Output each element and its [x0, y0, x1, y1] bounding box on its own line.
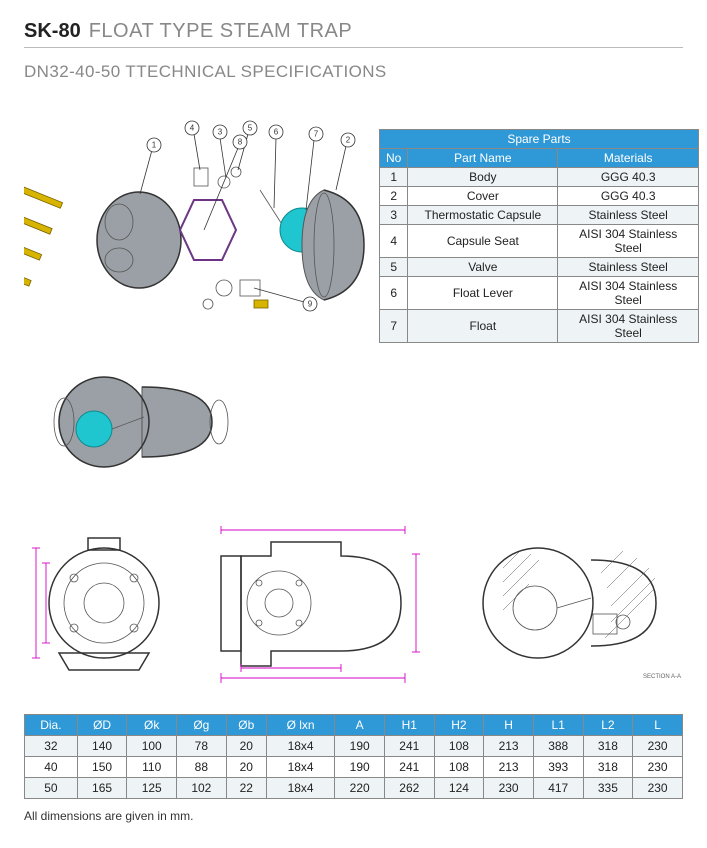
svg-text:6: 6 — [274, 128, 279, 137]
svg-text:3: 3 — [218, 128, 223, 137]
sp-col-no: No — [380, 149, 408, 168]
model-code: SK-80 — [24, 20, 81, 43]
sp-col-part: Part Name — [408, 149, 558, 168]
table-row: 3Thermostatic CapsuleStainless Steel — [380, 206, 699, 225]
table-row: 5ValveStainless Steel — [380, 258, 699, 277]
cutaway-iso-view — [24, 347, 269, 490]
balloon-2: 2 — [336, 133, 355, 190]
exploded-view: 1 2 3 4 5 6 7 8 9 — [24, 90, 369, 343]
orthographic-views: SECTION A-A — [24, 518, 683, 688]
sp-col-mat: Materials — [558, 149, 699, 168]
table-row: 6Float LeverAISI 304 Stainless Steel — [380, 277, 699, 310]
footnote: All dimensions are given in mm. — [24, 809, 683, 823]
table-row: 32140100782018x4190241108213388318230 — [25, 736, 683, 757]
svg-text:SECTION A-A: SECTION A-A — [643, 674, 681, 680]
balloon-3: 3 — [213, 125, 227, 178]
table-row: 1BodyGGG 40.3 — [380, 168, 699, 187]
svg-text:9: 9 — [308, 300, 313, 309]
svg-text:7: 7 — [314, 130, 319, 139]
balloon-8: 8 — [204, 135, 247, 230]
table-row: 501651251022218x4220262124230417335230 — [25, 778, 683, 799]
svg-text:1: 1 — [152, 141, 157, 150]
side-view — [201, 518, 451, 688]
page-title: FLOAT TYPE STEAM TRAP — [89, 20, 353, 43]
section-view: SECTION A-A — [473, 518, 683, 688]
dimensions-table: Dia.ØDØkØgØbØ lxnAH1H2HL1L2L 32140100782… — [24, 714, 683, 799]
table-row: 40150110882018x4190241108213393318230 — [25, 757, 683, 778]
svg-text:5: 5 — [248, 124, 253, 133]
table-row: 2CoverGGG 40.3 — [380, 187, 699, 206]
svg-text:8: 8 — [238, 138, 243, 147]
balloon-1: 1 — [140, 138, 161, 194]
spare-parts-table: Spare Parts No Part Name Materials 1Body… — [379, 129, 699, 343]
spec-subheader: DN32-40-50 TTECHNICAL SPECIFICATIONS — [24, 62, 683, 82]
table-row: 4Capsule SeatAISI 304 Stainless Steel — [380, 225, 699, 258]
balloon-4: 4 — [185, 121, 200, 170]
spare-parts-title: Spare Parts — [380, 130, 699, 149]
table-row: 7FloatAISI 304 Stainless Steel — [380, 310, 699, 343]
svg-text:4: 4 — [190, 124, 195, 133]
balloon-6: 6 — [269, 125, 283, 208]
svg-text:2: 2 — [346, 136, 351, 145]
header-rule — [24, 47, 683, 48]
end-view — [24, 518, 179, 688]
